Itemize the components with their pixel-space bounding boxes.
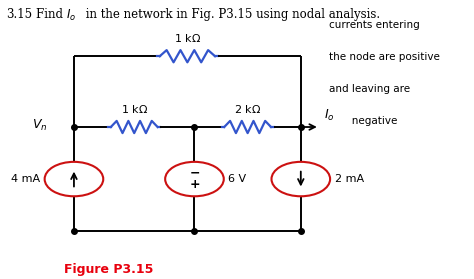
- Text: $V_n$: $V_n$: [32, 118, 48, 133]
- Text: $I_o$: $I_o$: [66, 8, 76, 23]
- Text: +: +: [189, 178, 200, 191]
- Text: 2 k$\Omega$: 2 k$\Omega$: [234, 103, 261, 115]
- Text: 1 k$\Omega$: 1 k$\Omega$: [121, 103, 148, 115]
- Text: $I_o$: $I_o$: [324, 108, 335, 123]
- Text: currents entering: currents entering: [329, 20, 420, 30]
- Text: 1 k$\Omega$: 1 k$\Omega$: [174, 32, 201, 44]
- Text: the node are positive: the node are positive: [329, 52, 440, 62]
- Text: 4 mA: 4 mA: [11, 174, 40, 184]
- Text: 3.15: 3.15: [6, 8, 33, 21]
- Text: in the network in Fig. P3.15 using nodal analysis.: in the network in Fig. P3.15 using nodal…: [82, 8, 380, 21]
- Text: Find: Find: [36, 8, 67, 21]
- Text: and leaving are: and leaving are: [329, 84, 410, 94]
- Text: Figure P3.15: Figure P3.15: [64, 263, 154, 276]
- Text: −: −: [189, 167, 200, 179]
- Text: 6 V: 6 V: [228, 174, 246, 184]
- Text: 2 mA: 2 mA: [335, 174, 364, 184]
- Text: negative: negative: [329, 116, 398, 126]
